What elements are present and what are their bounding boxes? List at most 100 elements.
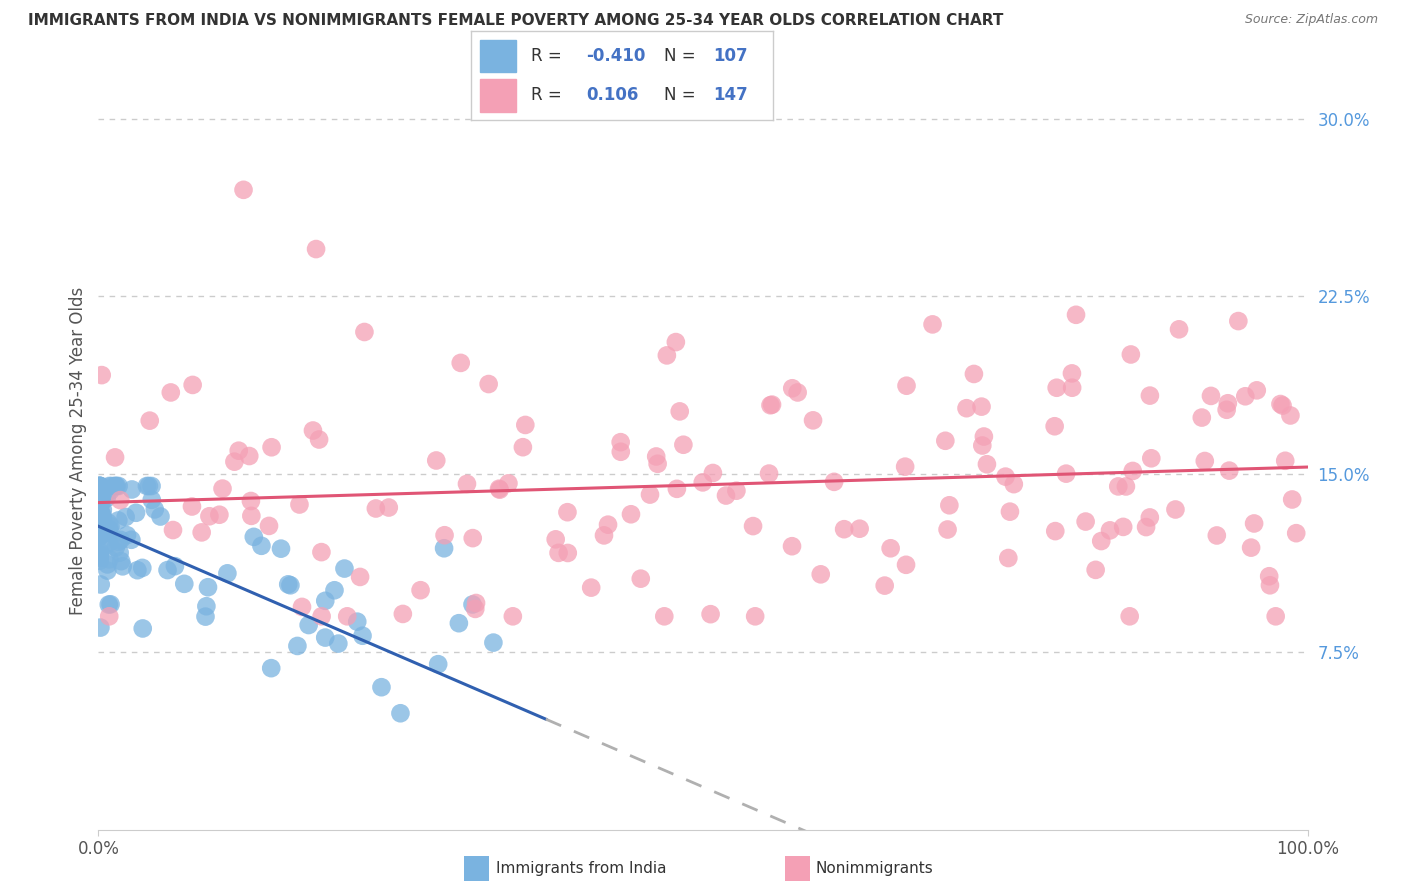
Point bbox=[1002, 477, 1025, 491]
Point bbox=[197, 580, 219, 594]
Point bbox=[132, 622, 155, 636]
Text: Immigrants from India: Immigrants from India bbox=[496, 862, 666, 876]
Point bbox=[239, 494, 262, 508]
Point bbox=[938, 498, 960, 512]
Text: 147: 147 bbox=[713, 87, 748, 104]
Point bbox=[96, 491, 118, 505]
Point bbox=[138, 414, 160, 428]
Point bbox=[91, 512, 114, 526]
Text: 107: 107 bbox=[713, 47, 748, 65]
Point bbox=[596, 517, 619, 532]
Point bbox=[725, 483, 748, 498]
Point bbox=[100, 479, 122, 493]
Point bbox=[879, 541, 901, 556]
Point bbox=[1246, 384, 1268, 398]
Point bbox=[90, 368, 112, 383]
Point bbox=[114, 510, 136, 524]
Point bbox=[97, 516, 120, 530]
Point bbox=[832, 522, 855, 536]
Point bbox=[108, 546, 131, 560]
Point bbox=[1199, 389, 1222, 403]
Point bbox=[89, 621, 111, 635]
Point bbox=[143, 502, 166, 516]
Point bbox=[90, 489, 112, 503]
Point bbox=[135, 479, 157, 493]
Point bbox=[91, 503, 114, 517]
Point bbox=[97, 535, 120, 549]
Point bbox=[456, 476, 478, 491]
Point bbox=[1046, 381, 1069, 395]
Point bbox=[801, 413, 824, 427]
Point bbox=[89, 479, 111, 493]
Point bbox=[323, 583, 346, 598]
Point bbox=[194, 609, 217, 624]
Point bbox=[392, 607, 415, 621]
Point bbox=[652, 609, 675, 624]
Point bbox=[1168, 322, 1191, 336]
Point bbox=[461, 531, 484, 545]
Point bbox=[1274, 454, 1296, 468]
Point bbox=[349, 570, 371, 584]
Point bbox=[89, 479, 111, 493]
Point bbox=[314, 631, 336, 645]
Point bbox=[141, 492, 163, 507]
Point bbox=[370, 680, 392, 694]
Point bbox=[224, 455, 246, 469]
Point bbox=[1090, 534, 1112, 549]
Point bbox=[759, 398, 782, 412]
Point bbox=[1227, 314, 1250, 328]
Point bbox=[547, 546, 569, 560]
Text: R =: R = bbox=[531, 47, 568, 65]
Point bbox=[240, 508, 263, 523]
Point bbox=[780, 381, 803, 395]
Point bbox=[291, 599, 314, 614]
Point bbox=[181, 500, 204, 514]
Point bbox=[464, 602, 486, 616]
Point bbox=[89, 519, 111, 533]
Point bbox=[94, 538, 117, 552]
Point bbox=[1139, 510, 1161, 524]
Point bbox=[1115, 479, 1137, 493]
Point bbox=[311, 545, 333, 559]
Point bbox=[1122, 464, 1144, 478]
Point bbox=[89, 479, 111, 493]
Point bbox=[1240, 541, 1263, 555]
Point bbox=[579, 581, 602, 595]
Point bbox=[1270, 397, 1292, 411]
Point bbox=[1107, 479, 1129, 493]
Point bbox=[873, 579, 896, 593]
Point bbox=[89, 479, 111, 493]
Point bbox=[655, 348, 678, 362]
Point bbox=[90, 506, 112, 520]
Point bbox=[780, 539, 803, 553]
Point bbox=[162, 523, 184, 537]
Text: 0.106: 0.106 bbox=[586, 87, 638, 104]
Point bbox=[1045, 524, 1067, 538]
Point bbox=[447, 616, 470, 631]
Point bbox=[433, 528, 456, 542]
Point bbox=[250, 539, 273, 553]
Point bbox=[270, 541, 292, 556]
Point bbox=[217, 566, 239, 581]
Point bbox=[425, 453, 447, 467]
Text: R =: R = bbox=[531, 87, 572, 104]
Point bbox=[89, 528, 111, 542]
Point bbox=[465, 596, 488, 610]
Point bbox=[1234, 389, 1257, 403]
Point bbox=[163, 559, 186, 574]
Bar bbox=[479, 40, 516, 72]
Point bbox=[921, 318, 943, 332]
Point bbox=[91, 515, 114, 529]
Point bbox=[91, 511, 114, 525]
Point bbox=[138, 479, 160, 493]
Point bbox=[346, 615, 368, 629]
Point bbox=[1135, 520, 1157, 534]
Y-axis label: Female Poverty Among 25-34 Year Olds: Female Poverty Among 25-34 Year Olds bbox=[69, 286, 87, 615]
Point bbox=[1271, 399, 1294, 413]
Point bbox=[515, 417, 537, 432]
Point bbox=[98, 479, 121, 493]
Point bbox=[125, 506, 148, 520]
Point bbox=[665, 334, 688, 349]
Point bbox=[894, 459, 917, 474]
Point bbox=[389, 706, 412, 721]
